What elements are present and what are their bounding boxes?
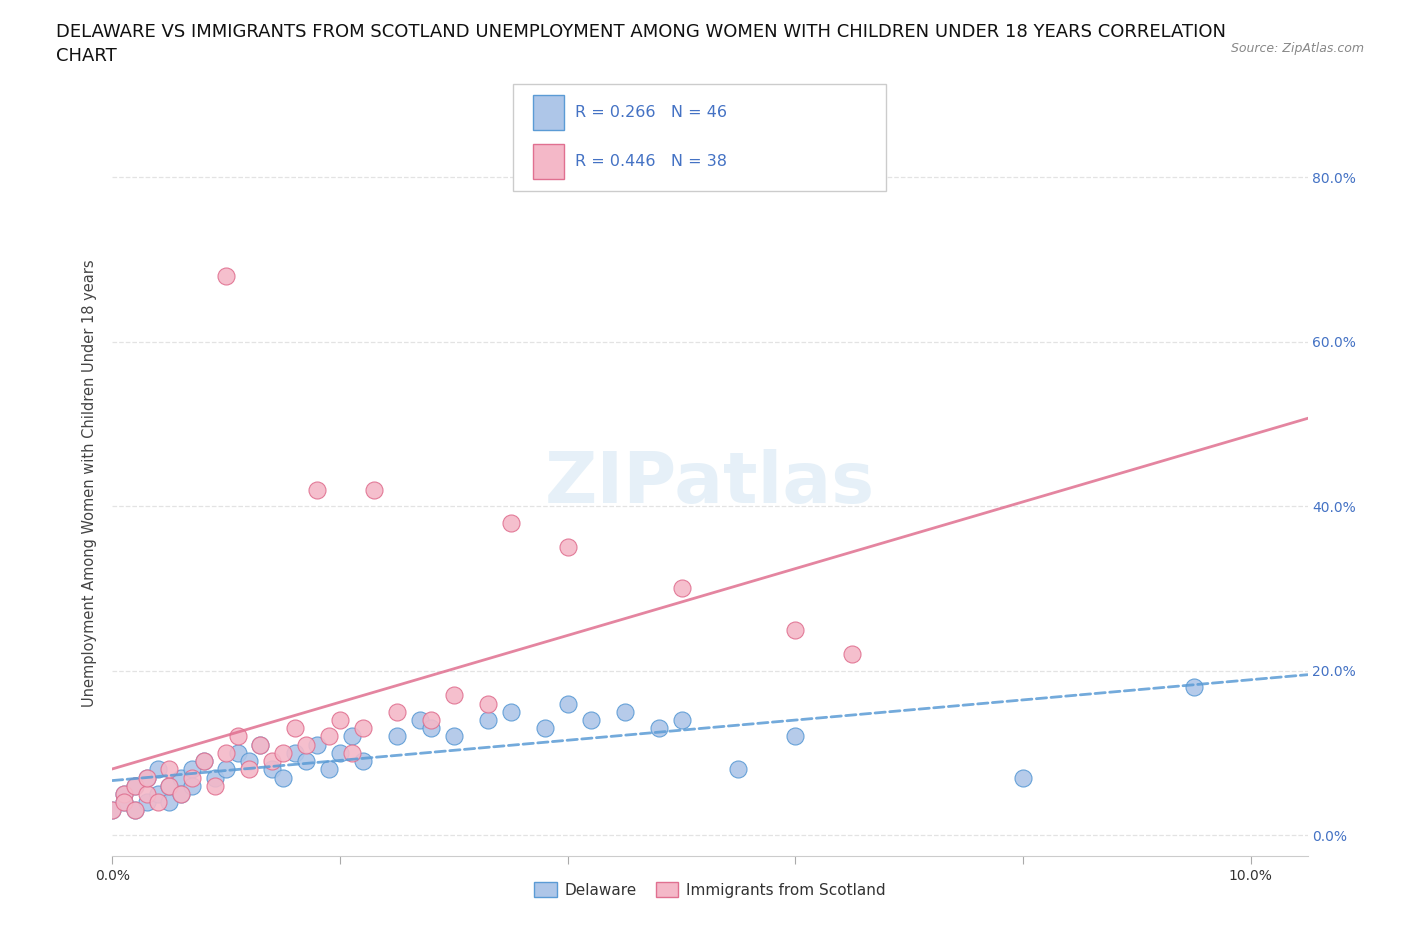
Point [420, 721, 443, 736]
Point [260, 762, 283, 777]
Point [329, 746, 352, 761]
Point [238, 762, 260, 777]
Point [101, 803, 124, 817]
Point [226, 746, 249, 761]
Point [385, 704, 408, 719]
Point [271, 746, 294, 761]
Point [204, 770, 226, 785]
Point [785, 729, 807, 744]
Point [146, 787, 169, 802]
Point [295, 753, 318, 768]
Point [181, 778, 204, 793]
Point [215, 746, 238, 761]
Point [443, 729, 465, 744]
Point [101, 803, 124, 817]
Point [363, 483, 385, 498]
Point [443, 688, 465, 703]
Point [307, 483, 329, 498]
Point [307, 737, 329, 752]
Point [284, 746, 307, 761]
Point [204, 778, 226, 793]
Point [841, 646, 863, 661]
Point [249, 737, 271, 752]
Point [124, 803, 146, 817]
Point [613, 704, 636, 719]
Text: R = 0.266   N = 46: R = 0.266 N = 46 [575, 105, 727, 120]
Point [112, 787, 135, 802]
Point [329, 712, 352, 727]
Point [112, 787, 135, 802]
Y-axis label: Unemployment Among Women with Children Under 18 years: Unemployment Among Women with Children U… [82, 259, 97, 708]
Point [157, 778, 180, 793]
Point [135, 795, 157, 810]
Point [135, 787, 157, 802]
Point [295, 737, 318, 752]
Point [1012, 770, 1035, 785]
Point [181, 762, 204, 777]
Point [112, 795, 135, 810]
Point [124, 778, 146, 793]
Point [499, 704, 522, 719]
Point [124, 778, 146, 793]
Point [340, 729, 363, 744]
Point [727, 762, 749, 777]
Point [135, 770, 157, 785]
Point [420, 712, 443, 727]
Text: Source: ZipAtlas.com: Source: ZipAtlas.com [1230, 42, 1364, 55]
Point [170, 787, 193, 802]
Point [146, 795, 169, 810]
Point [271, 770, 294, 785]
Point [352, 753, 374, 768]
Point [477, 712, 499, 727]
Point [340, 746, 363, 761]
Point [146, 762, 169, 777]
Point [318, 729, 340, 744]
Text: R = 0.446   N = 38: R = 0.446 N = 38 [575, 154, 727, 169]
Text: DELAWARE VS IMMIGRANTS FROM SCOTLAND UNEMPLOYMENT AMONG WOMEN WITH CHILDREN UNDE: DELAWARE VS IMMIGRANTS FROM SCOTLAND UNE… [56, 23, 1226, 65]
Point [215, 269, 238, 284]
Point [671, 581, 693, 596]
Point [157, 762, 180, 777]
Point [557, 540, 579, 555]
Point [1182, 680, 1205, 695]
Point [557, 696, 579, 711]
Point [499, 515, 522, 530]
Point [318, 762, 340, 777]
Point [579, 712, 602, 727]
Point [135, 770, 157, 785]
Point [477, 696, 499, 711]
Point [112, 795, 135, 810]
Point [284, 721, 307, 736]
Point [385, 729, 408, 744]
Point [238, 753, 260, 768]
Point [671, 712, 693, 727]
Point [170, 770, 193, 785]
Point [157, 795, 180, 810]
Point [534, 721, 557, 736]
Point [352, 721, 374, 736]
Point [170, 787, 193, 802]
Point [260, 753, 283, 768]
Point [193, 753, 215, 768]
Point [249, 737, 271, 752]
Point [648, 721, 671, 736]
Point [157, 778, 180, 793]
Point [215, 762, 238, 777]
Point [785, 622, 807, 637]
Legend: Delaware, Immigrants from Scotland: Delaware, Immigrants from Scotland [529, 876, 891, 904]
Point [226, 729, 249, 744]
Point [409, 712, 432, 727]
Point [193, 753, 215, 768]
Point [181, 770, 204, 785]
Text: ZIPatlas: ZIPatlas [546, 449, 875, 518]
Point [124, 803, 146, 817]
